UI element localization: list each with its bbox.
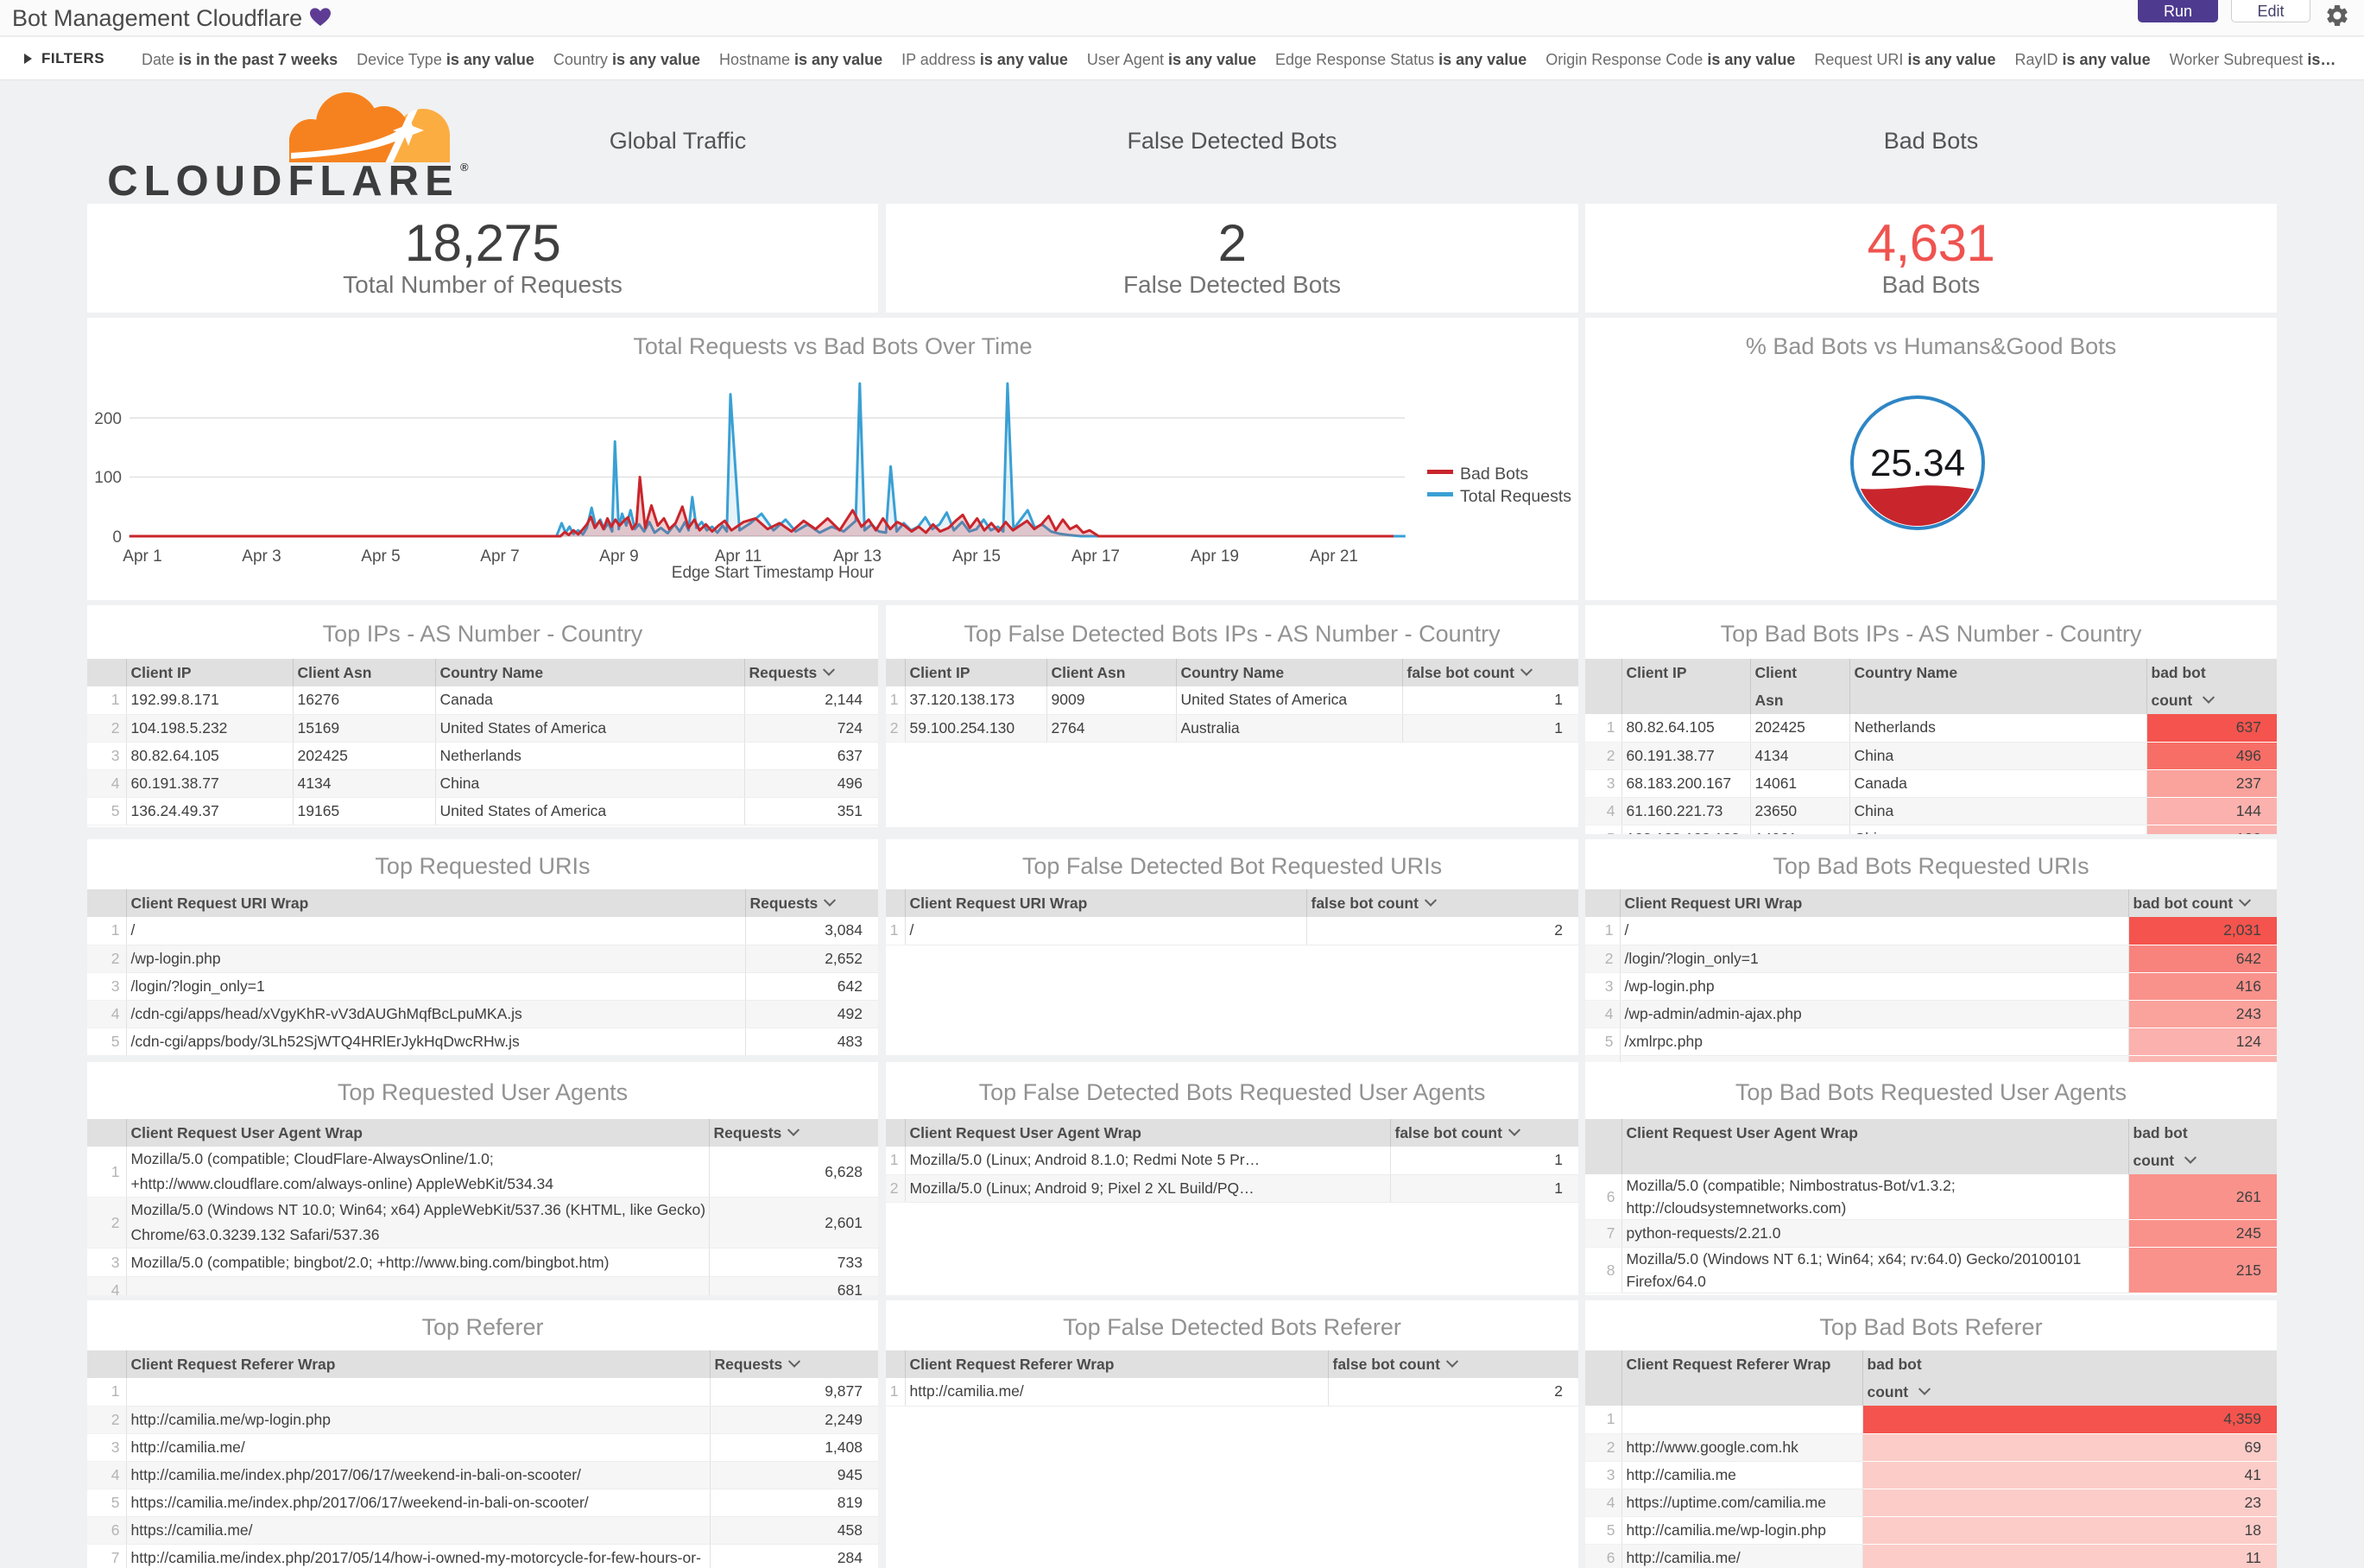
svg-text:Apr 9: Apr 9 [599,547,638,566]
svg-text:Apr 7: Apr 7 [480,547,519,566]
svg-text:Apr 11: Apr 11 [715,547,762,566]
svg-text:200: 200 [94,410,122,428]
svg-text:Apr 21: Apr 21 [1310,547,1358,566]
svg-text:Bad Bots: Bad Bots [1460,465,1528,484]
svg-text:Apr 15: Apr 15 [952,547,1001,566]
svg-text:®: ® [460,161,469,174]
svg-text:Apr 3: Apr 3 [242,547,281,566]
svg-text:Total Requests: Total Requests [1460,487,1571,506]
svg-text:Apr 19: Apr 19 [1191,547,1239,566]
svg-text:Apr 13: Apr 13 [833,547,882,566]
svg-text:Apr 1: Apr 1 [123,547,161,566]
svg-text:Apr 17: Apr 17 [1071,547,1120,566]
svg-text:Edge Start Timestamp Hour: Edge Start Timestamp Hour [672,564,875,582]
svg-text:Apr 5: Apr 5 [361,547,400,566]
svg-text:25.34: 25.34 [1870,442,1965,484]
svg-text:100: 100 [94,469,122,487]
svg-text:CLOUDFLARE: CLOUDFLARE [107,158,459,204]
svg-text:0: 0 [112,528,122,547]
